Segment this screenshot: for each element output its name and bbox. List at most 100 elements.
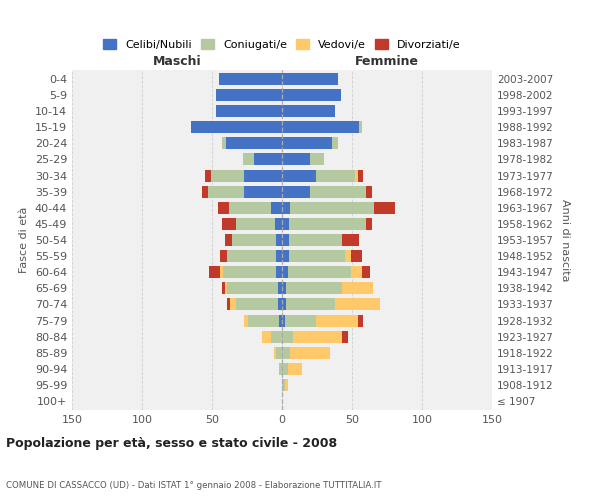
Bar bbox=[310, 154, 324, 166]
Bar bbox=[227, 298, 230, 310]
Bar bbox=[278, 298, 282, 310]
Bar bbox=[223, 266, 277, 278]
Bar bbox=[342, 234, 359, 246]
Bar bbox=[282, 89, 341, 101]
Bar bbox=[277, 234, 282, 246]
Bar bbox=[350, 266, 362, 278]
Bar bbox=[227, 250, 277, 262]
Bar bbox=[229, 202, 271, 214]
Bar bbox=[277, 347, 282, 359]
Bar bbox=[358, 314, 363, 326]
Bar bbox=[289, 250, 345, 262]
Bar bbox=[289, 218, 366, 230]
Bar bbox=[244, 186, 282, 198]
Bar bbox=[282, 105, 335, 117]
Bar bbox=[285, 379, 287, 391]
Bar bbox=[282, 330, 293, 342]
Bar bbox=[282, 282, 286, 294]
Bar bbox=[227, 282, 278, 294]
Bar bbox=[243, 154, 254, 166]
Bar bbox=[287, 363, 302, 375]
Bar bbox=[230, 298, 236, 310]
Legend: Celibi/Nubili, Coniugati/e, Vedovi/e, Divorziati/e: Celibi/Nubili, Coniugati/e, Vedovi/e, Di… bbox=[99, 35, 465, 54]
Bar bbox=[358, 170, 363, 181]
Bar bbox=[342, 330, 348, 342]
Bar bbox=[262, 330, 271, 342]
Bar bbox=[222, 138, 226, 149]
Bar bbox=[208, 186, 244, 198]
Bar bbox=[282, 154, 310, 166]
Bar bbox=[359, 121, 362, 133]
Bar bbox=[282, 202, 290, 214]
Bar bbox=[316, 170, 355, 181]
Bar bbox=[224, 234, 232, 246]
Bar bbox=[236, 218, 275, 230]
Bar bbox=[216, 105, 282, 117]
Bar bbox=[282, 250, 289, 262]
Bar bbox=[282, 234, 289, 246]
Bar bbox=[274, 347, 277, 359]
Bar bbox=[244, 170, 282, 181]
Bar bbox=[244, 314, 248, 326]
Bar bbox=[205, 170, 211, 181]
Bar bbox=[275, 218, 282, 230]
Bar bbox=[216, 89, 282, 101]
Bar bbox=[282, 170, 316, 181]
Bar bbox=[191, 121, 282, 133]
Bar bbox=[290, 202, 374, 214]
Bar bbox=[282, 138, 332, 149]
Y-axis label: Anni di nascita: Anni di nascita bbox=[560, 198, 570, 281]
Bar bbox=[366, 218, 371, 230]
Bar bbox=[202, 186, 208, 198]
Bar bbox=[285, 314, 316, 326]
Bar bbox=[224, 282, 227, 294]
Bar bbox=[282, 266, 287, 278]
Bar bbox=[362, 266, 370, 278]
Bar bbox=[350, 250, 362, 262]
Bar bbox=[282, 218, 289, 230]
Bar bbox=[222, 282, 224, 294]
Bar bbox=[342, 282, 373, 294]
Bar bbox=[332, 138, 338, 149]
Bar bbox=[374, 202, 395, 214]
Bar bbox=[282, 298, 286, 310]
Bar bbox=[277, 266, 282, 278]
Bar bbox=[286, 282, 342, 294]
Bar bbox=[254, 154, 282, 166]
Bar bbox=[248, 314, 279, 326]
Bar bbox=[290, 347, 329, 359]
Bar bbox=[355, 170, 358, 181]
Bar bbox=[277, 250, 282, 262]
Bar bbox=[218, 202, 229, 214]
Bar bbox=[289, 234, 342, 246]
Bar bbox=[282, 363, 287, 375]
Text: Femmine: Femmine bbox=[355, 54, 419, 68]
Bar bbox=[222, 218, 236, 230]
Bar bbox=[286, 298, 335, 310]
Bar bbox=[220, 250, 227, 262]
Bar bbox=[282, 73, 338, 85]
Bar bbox=[282, 186, 310, 198]
Bar bbox=[220, 266, 223, 278]
Bar bbox=[278, 282, 282, 294]
Bar bbox=[282, 379, 285, 391]
Bar bbox=[211, 170, 244, 181]
Bar bbox=[209, 266, 220, 278]
Bar bbox=[366, 186, 371, 198]
Bar bbox=[219, 73, 282, 85]
Bar bbox=[282, 121, 359, 133]
Text: Popolazione per età, sesso e stato civile - 2008: Popolazione per età, sesso e stato civil… bbox=[6, 437, 337, 450]
Bar bbox=[335, 298, 380, 310]
Bar bbox=[226, 138, 282, 149]
Bar bbox=[271, 330, 282, 342]
Bar bbox=[287, 266, 350, 278]
Bar bbox=[310, 186, 366, 198]
Bar bbox=[282, 314, 285, 326]
Bar bbox=[345, 250, 350, 262]
Text: COMUNE DI CASSACCO (UD) - Dati ISTAT 1° gennaio 2008 - Elaborazione TUTTITALIA.I: COMUNE DI CASSACCO (UD) - Dati ISTAT 1° … bbox=[6, 481, 382, 490]
Bar bbox=[232, 234, 277, 246]
Bar bbox=[271, 202, 282, 214]
Bar bbox=[279, 363, 282, 375]
Bar bbox=[316, 314, 358, 326]
Bar bbox=[236, 298, 278, 310]
